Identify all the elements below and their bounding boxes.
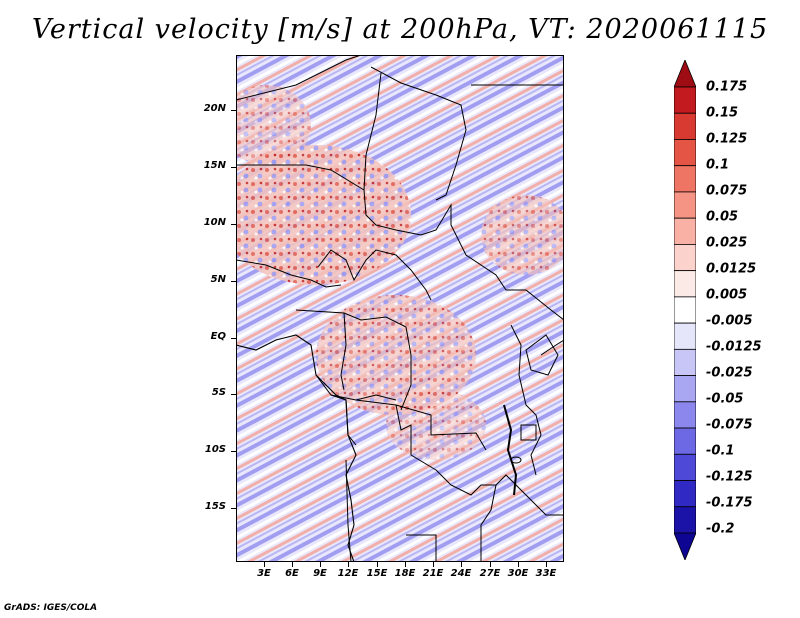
lon-label: 6E xyxy=(285,568,299,579)
lat-label: 10N xyxy=(203,217,226,228)
lon-tick xyxy=(405,562,406,567)
colorbar xyxy=(674,60,696,560)
lat-tick xyxy=(231,451,236,452)
lat-label: 15N xyxy=(203,160,226,171)
lon-label: 18E xyxy=(394,568,416,579)
lon-label: 3E xyxy=(257,568,271,579)
colorbar-label: 0.15 xyxy=(706,105,739,121)
lat-label: 5N xyxy=(210,274,226,285)
colorbar-label: -0.0125 xyxy=(706,339,762,355)
lon-tick xyxy=(490,562,491,567)
colorbar-label: -0.005 xyxy=(706,313,753,329)
lon-tick xyxy=(348,562,349,567)
lat-tick xyxy=(231,394,236,395)
colorbar-bin xyxy=(674,191,696,219)
lakes xyxy=(503,334,559,496)
convective-region xyxy=(386,390,486,460)
lat-tick xyxy=(231,224,236,225)
colorbar-bin xyxy=(674,506,696,534)
colorbar-bin xyxy=(674,139,696,167)
colorbar-bin xyxy=(674,244,696,272)
lat-tick xyxy=(231,508,236,509)
lat-label: 5S xyxy=(211,387,226,398)
convective-region xyxy=(236,85,311,165)
colorbar-bin xyxy=(674,60,696,88)
colorbar-bin xyxy=(674,401,696,429)
colorbar-bin xyxy=(674,86,696,114)
colorbar-label: 0.025 xyxy=(706,235,748,251)
lon-label: 12E xyxy=(337,568,359,579)
lat-label: EQ xyxy=(210,331,226,342)
lon-tick xyxy=(377,562,378,567)
lon-tick xyxy=(546,562,547,567)
lon-label: 24E xyxy=(450,568,472,579)
colorbar-label: -0.025 xyxy=(706,365,753,381)
lon-tick xyxy=(292,562,293,567)
lat-label: 20N xyxy=(203,103,226,114)
country-borders xyxy=(236,55,564,562)
colorbar-bin xyxy=(674,427,696,455)
colorbar-label: 0.175 xyxy=(706,79,748,95)
velocity-map xyxy=(236,55,564,562)
lon-label: 33E xyxy=(535,568,557,579)
lat-tick xyxy=(231,110,236,111)
colorbar-bin xyxy=(674,270,696,298)
colorbar-bin xyxy=(674,453,696,481)
coastline xyxy=(236,334,357,562)
colorbar-label: 0.005 xyxy=(706,287,748,303)
lon-label: 27E xyxy=(479,568,501,579)
convective-region xyxy=(481,195,564,275)
colorbar-label: 0.05 xyxy=(706,209,739,225)
lon-tick xyxy=(264,562,265,567)
colorbar-bin xyxy=(674,348,696,376)
lat-tick xyxy=(231,338,236,339)
colorbar-bin xyxy=(674,532,696,560)
lon-tick xyxy=(461,562,462,567)
convective-region xyxy=(236,145,411,285)
colorbar-segments xyxy=(674,60,696,560)
colorbar-label: -0.175 xyxy=(706,495,753,511)
colorbar-bin xyxy=(674,322,696,350)
colorbar-label: 0.0125 xyxy=(706,261,757,277)
lat-label: 10S xyxy=(204,444,226,455)
lon-label: 30E xyxy=(507,568,529,579)
lon-label: 9E xyxy=(313,568,327,579)
colorbar-bin xyxy=(674,217,696,245)
colorbar-label: -0.2 xyxy=(706,521,735,537)
lon-tick xyxy=(518,562,519,567)
colorbar-bin xyxy=(674,112,696,140)
lon-tick xyxy=(320,562,321,567)
colorbar-label: -0.05 xyxy=(706,391,744,407)
colorbar-bin xyxy=(674,480,696,508)
grads-credit: GrADS: IGES/COLA xyxy=(4,603,98,613)
lat-tick xyxy=(231,281,236,282)
lat-tick xyxy=(231,167,236,168)
colorbar-bin xyxy=(674,375,696,403)
chart-title: Vertical velocity [m/s] at 200hPa, VT: 2… xyxy=(31,14,769,45)
colorbar-label: 0.075 xyxy=(706,183,748,199)
lon-label: 21E xyxy=(422,568,444,579)
colorbar-label: -0.1 xyxy=(706,443,735,459)
lon-tick xyxy=(433,562,434,567)
colorbar-bin xyxy=(674,165,696,193)
colorbar-label: 0.125 xyxy=(706,131,748,147)
lon-label: 15E xyxy=(366,568,388,579)
colorbar-label: -0.125 xyxy=(706,469,753,485)
map-frame xyxy=(236,55,564,562)
colorbar-label: 0.1 xyxy=(706,157,730,173)
lat-label: 15S xyxy=(204,501,226,512)
convective-region xyxy=(316,295,476,415)
colorbar-bin xyxy=(674,296,696,324)
colorbar-label: -0.075 xyxy=(706,417,753,433)
